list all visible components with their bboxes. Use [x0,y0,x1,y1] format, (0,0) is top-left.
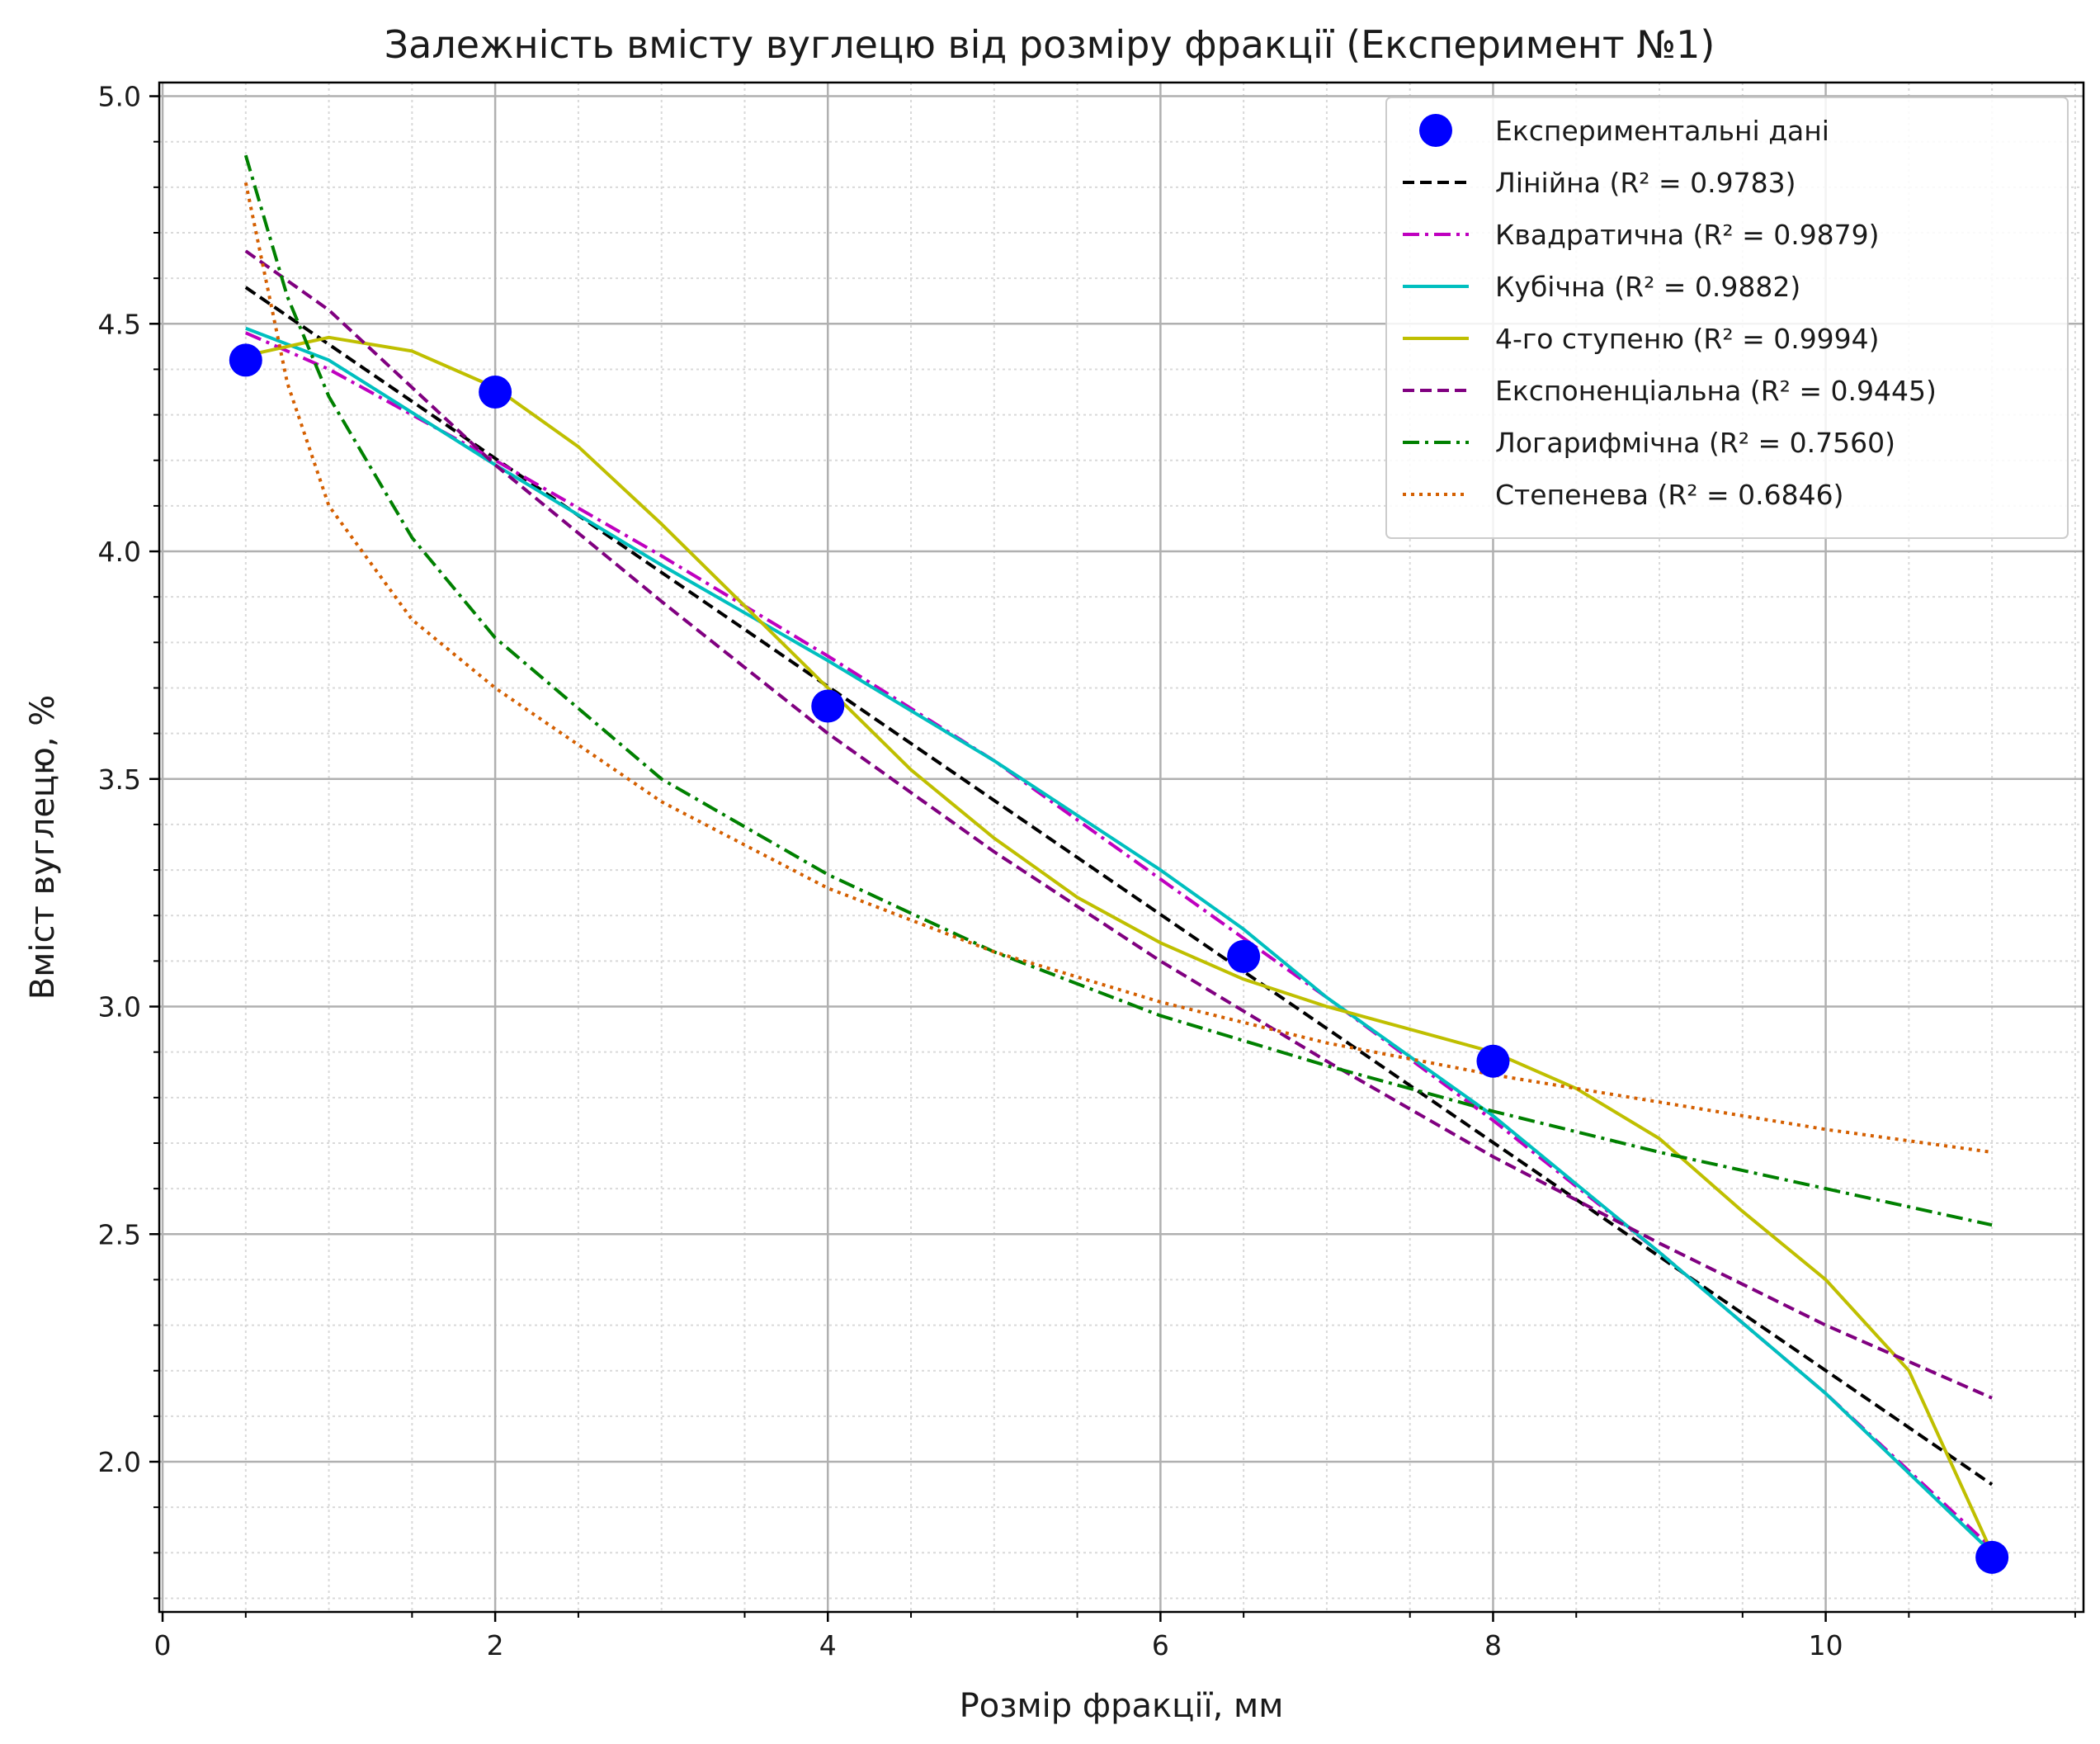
axis-ticks [149,95,2076,1622]
data-point [1227,939,1261,973]
y-tick-label: 2.5 [98,1218,141,1250]
legend-label: Кубічна (R² = 0.9882) [1495,271,1800,303]
legend-label: Експериментальні дані [1495,115,1829,147]
x-tick-label: 0 [154,1629,172,1661]
series-line [245,326,1994,1554]
series-line [243,182,1993,1154]
legend-label: Логарифмічна (R² = 0.7560) [1495,427,1895,459]
tick-labels: 0 2 4 6 8 10 2.0 2.5 3.0 3.5 4.0 4.5 5.0 [98,81,1843,1661]
legend-marker [1419,114,1452,147]
y-tick-label: 4.5 [98,308,141,340]
legend-label: Експоненціальна (R² = 0.9445) [1495,375,1937,407]
chart-title: Залежність вмісту вуглецю від розміру фр… [385,22,1715,67]
y-axis-label: Вміст вуглецю, % [24,695,62,1000]
data-point [811,689,845,723]
series-line [244,286,1994,1486]
series-line [245,335,1994,1554]
y-tick-label: 3.0 [98,991,141,1023]
legend-label: 4-го ступеню (R² = 0.9994) [1495,323,1880,355]
legend-label: Квадратична (R² = 0.9879) [1495,219,1880,251]
legend: Експериментальні дані Лінійна (R² = 0.978… [1385,97,2069,539]
data-point [1476,1044,1510,1078]
x-tick-label: 6 [1152,1629,1169,1661]
legend-label: Степенева (R² = 0.6846) [1495,479,1844,511]
x-axis-label: Розмір фракції, мм [960,1687,1284,1725]
data-point [479,376,512,409]
x-tick-label: 8 [1484,1629,1502,1661]
y-tick-label: 4.0 [98,536,141,568]
plot-series-layer [229,154,2009,1574]
plot-frame [158,81,2085,1614]
y-tick-label: 3.5 [98,763,141,796]
x-tick-label: 2 [487,1629,504,1661]
x-tick-label: 10 [1809,1629,1843,1661]
major-grid [159,83,2083,1612]
data-point [229,343,262,377]
y-tick-label: 5.0 [98,81,141,113]
x-tick-label: 4 [819,1629,837,1661]
y-tick-label: 2.0 [98,1446,141,1478]
legend-box [1385,97,2069,539]
legend-label: Лінійна (R² = 0.9783) [1495,167,1796,199]
series-line [244,249,1993,1400]
series-line [243,154,1993,1227]
data-point [1975,1540,2009,1574]
